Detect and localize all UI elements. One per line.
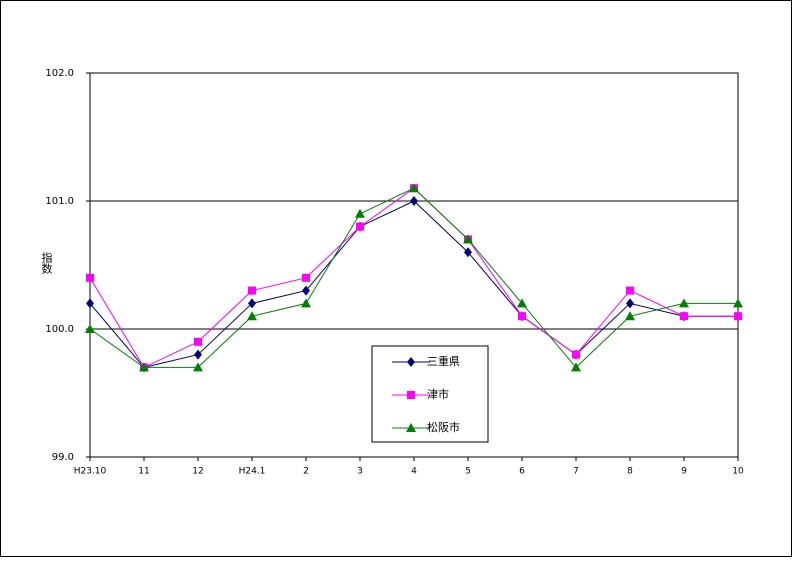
x-tick-label: 5 [465,467,471,477]
data-point [517,298,527,308]
x-tick-label: 8 [627,467,633,477]
data-point [139,362,149,372]
legend-marker [406,423,416,432]
data-point [463,234,473,244]
legend-label: 松阪市 [427,420,460,434]
y-tick-label: 101.0 [45,196,74,207]
data-point [247,311,257,321]
data-point [302,273,310,282]
data-point [248,286,256,295]
x-tick-label: 9 [681,467,687,477]
data-point [572,350,580,359]
data-point [355,208,365,218]
data-point [571,362,581,372]
y-axis-label: 指数 [40,251,53,275]
legend-label: 津市 [427,387,449,401]
data-point [734,312,742,321]
x-tick-label: H23.10 [74,467,107,477]
x-tick-label: 10 [732,467,744,477]
data-point [464,247,472,258]
data-point [248,298,256,309]
data-point [194,337,202,346]
x-tick-label: 6 [519,467,525,477]
x-tick-label: H24.1 [239,467,266,477]
data-point [86,273,94,282]
data-point [518,312,526,321]
data-point [733,298,743,308]
legend-marker [407,357,415,367]
data-point [193,362,203,372]
data-point [302,285,310,296]
data-point [194,349,202,360]
data-point [626,286,634,295]
data-point [625,311,635,321]
data-point [85,324,95,333]
x-tick-label: 4 [411,467,417,477]
legend-label: 三重県 [427,354,460,368]
x-tick-label: 3 [357,467,363,477]
data-point [301,298,311,308]
data-point [86,298,94,309]
y-tick-label: 100.0 [45,324,74,335]
x-tick-label: 12 [192,467,203,477]
data-point [409,183,419,193]
data-point [679,298,689,308]
data-point [356,222,364,231]
data-point [680,312,688,321]
legend-marker [407,391,415,399]
data-point [626,298,634,309]
y-tick-label: 99.0 [52,452,74,463]
y-tick-label: 102.0 [45,68,74,79]
x-tick-label: 7 [573,467,579,477]
x-tick-label: 11 [138,467,149,477]
data-point [410,196,418,206]
x-tick-label: 2 [303,467,309,477]
